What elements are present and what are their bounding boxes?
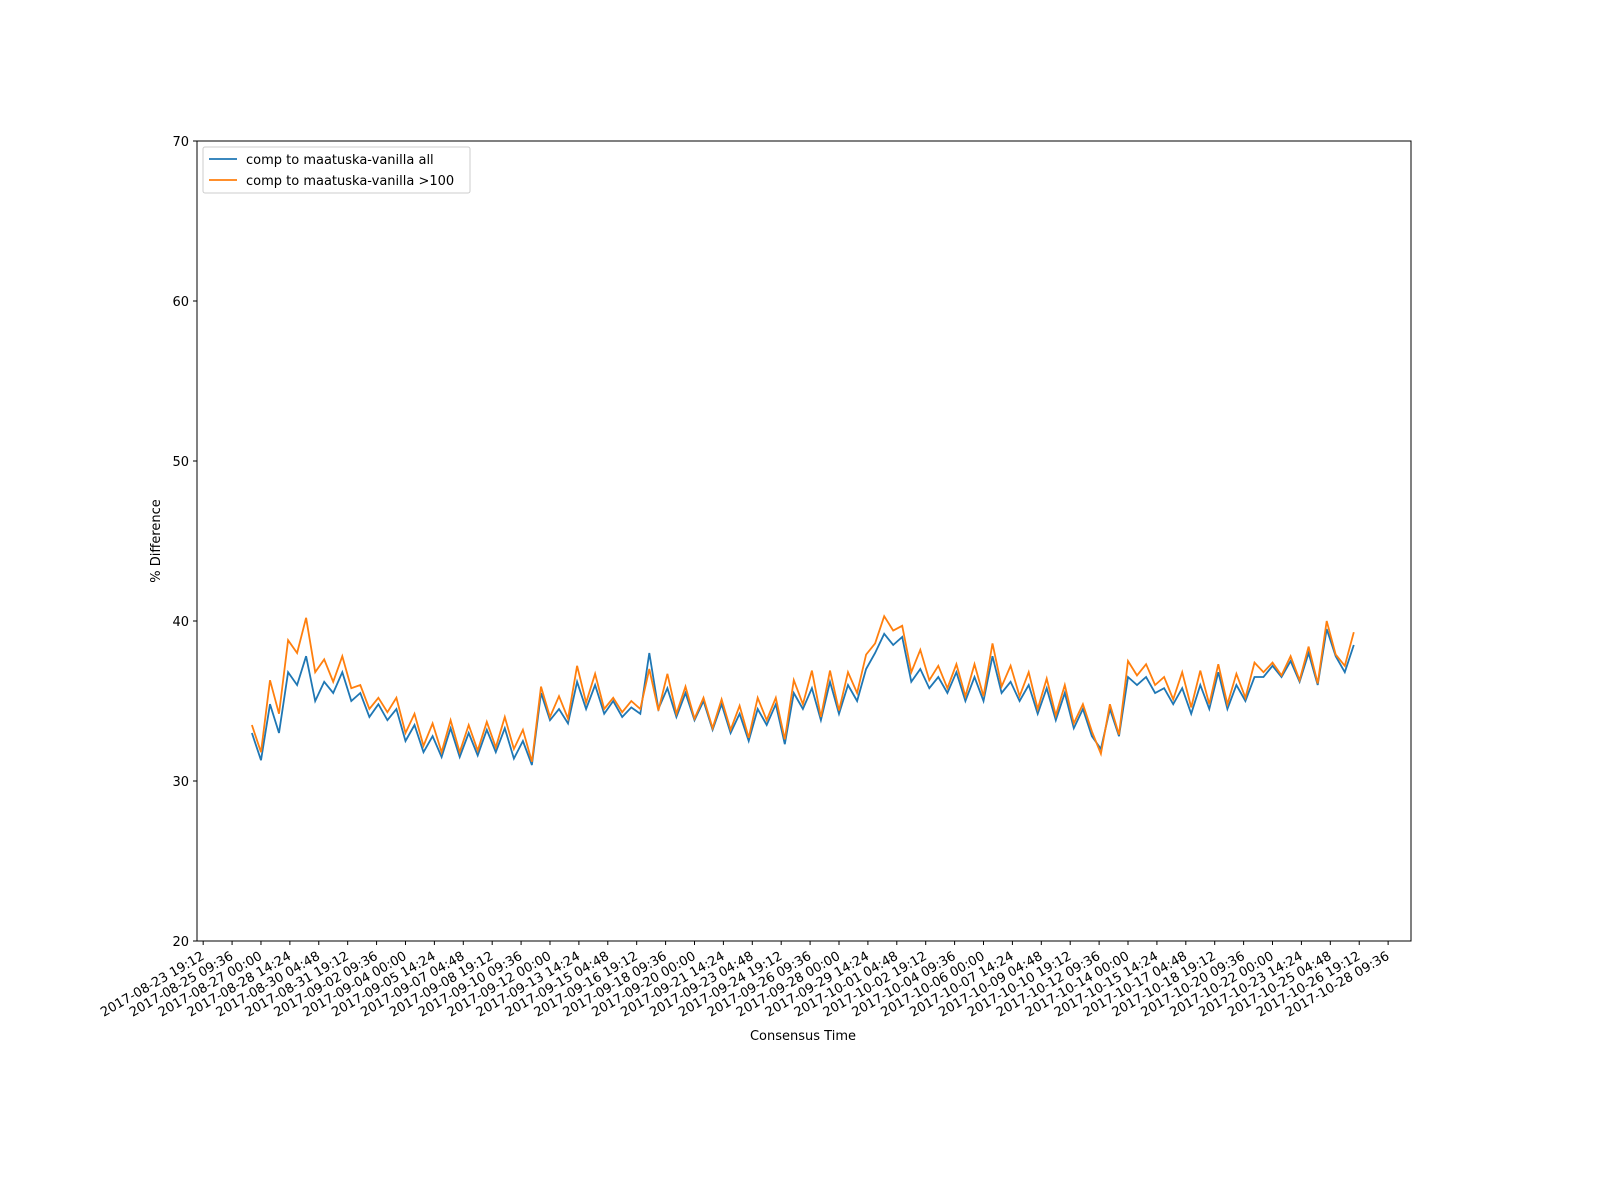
y-tick-label: 30	[172, 775, 189, 790]
plot-frame	[196, 140, 1412, 942]
y-tick-label: 70	[172, 135, 189, 150]
y-axis-label: % Difference	[149, 499, 164, 583]
x-axis-label: Consensus Time	[750, 1029, 856, 1044]
y-tick-label: 20	[172, 935, 189, 950]
legend-label: comp to maatuska-vanilla >100	[246, 174, 454, 189]
series-line	[251, 614, 1355, 763]
legend-label: comp to maatuska-vanilla all	[246, 153, 434, 168]
y-tick-label: 60	[172, 295, 189, 310]
y-tick-label: 50	[172, 455, 189, 470]
legend-box	[202, 146, 471, 194]
y-tick-label: 40	[172, 615, 189, 630]
series-line	[251, 628, 1355, 766]
